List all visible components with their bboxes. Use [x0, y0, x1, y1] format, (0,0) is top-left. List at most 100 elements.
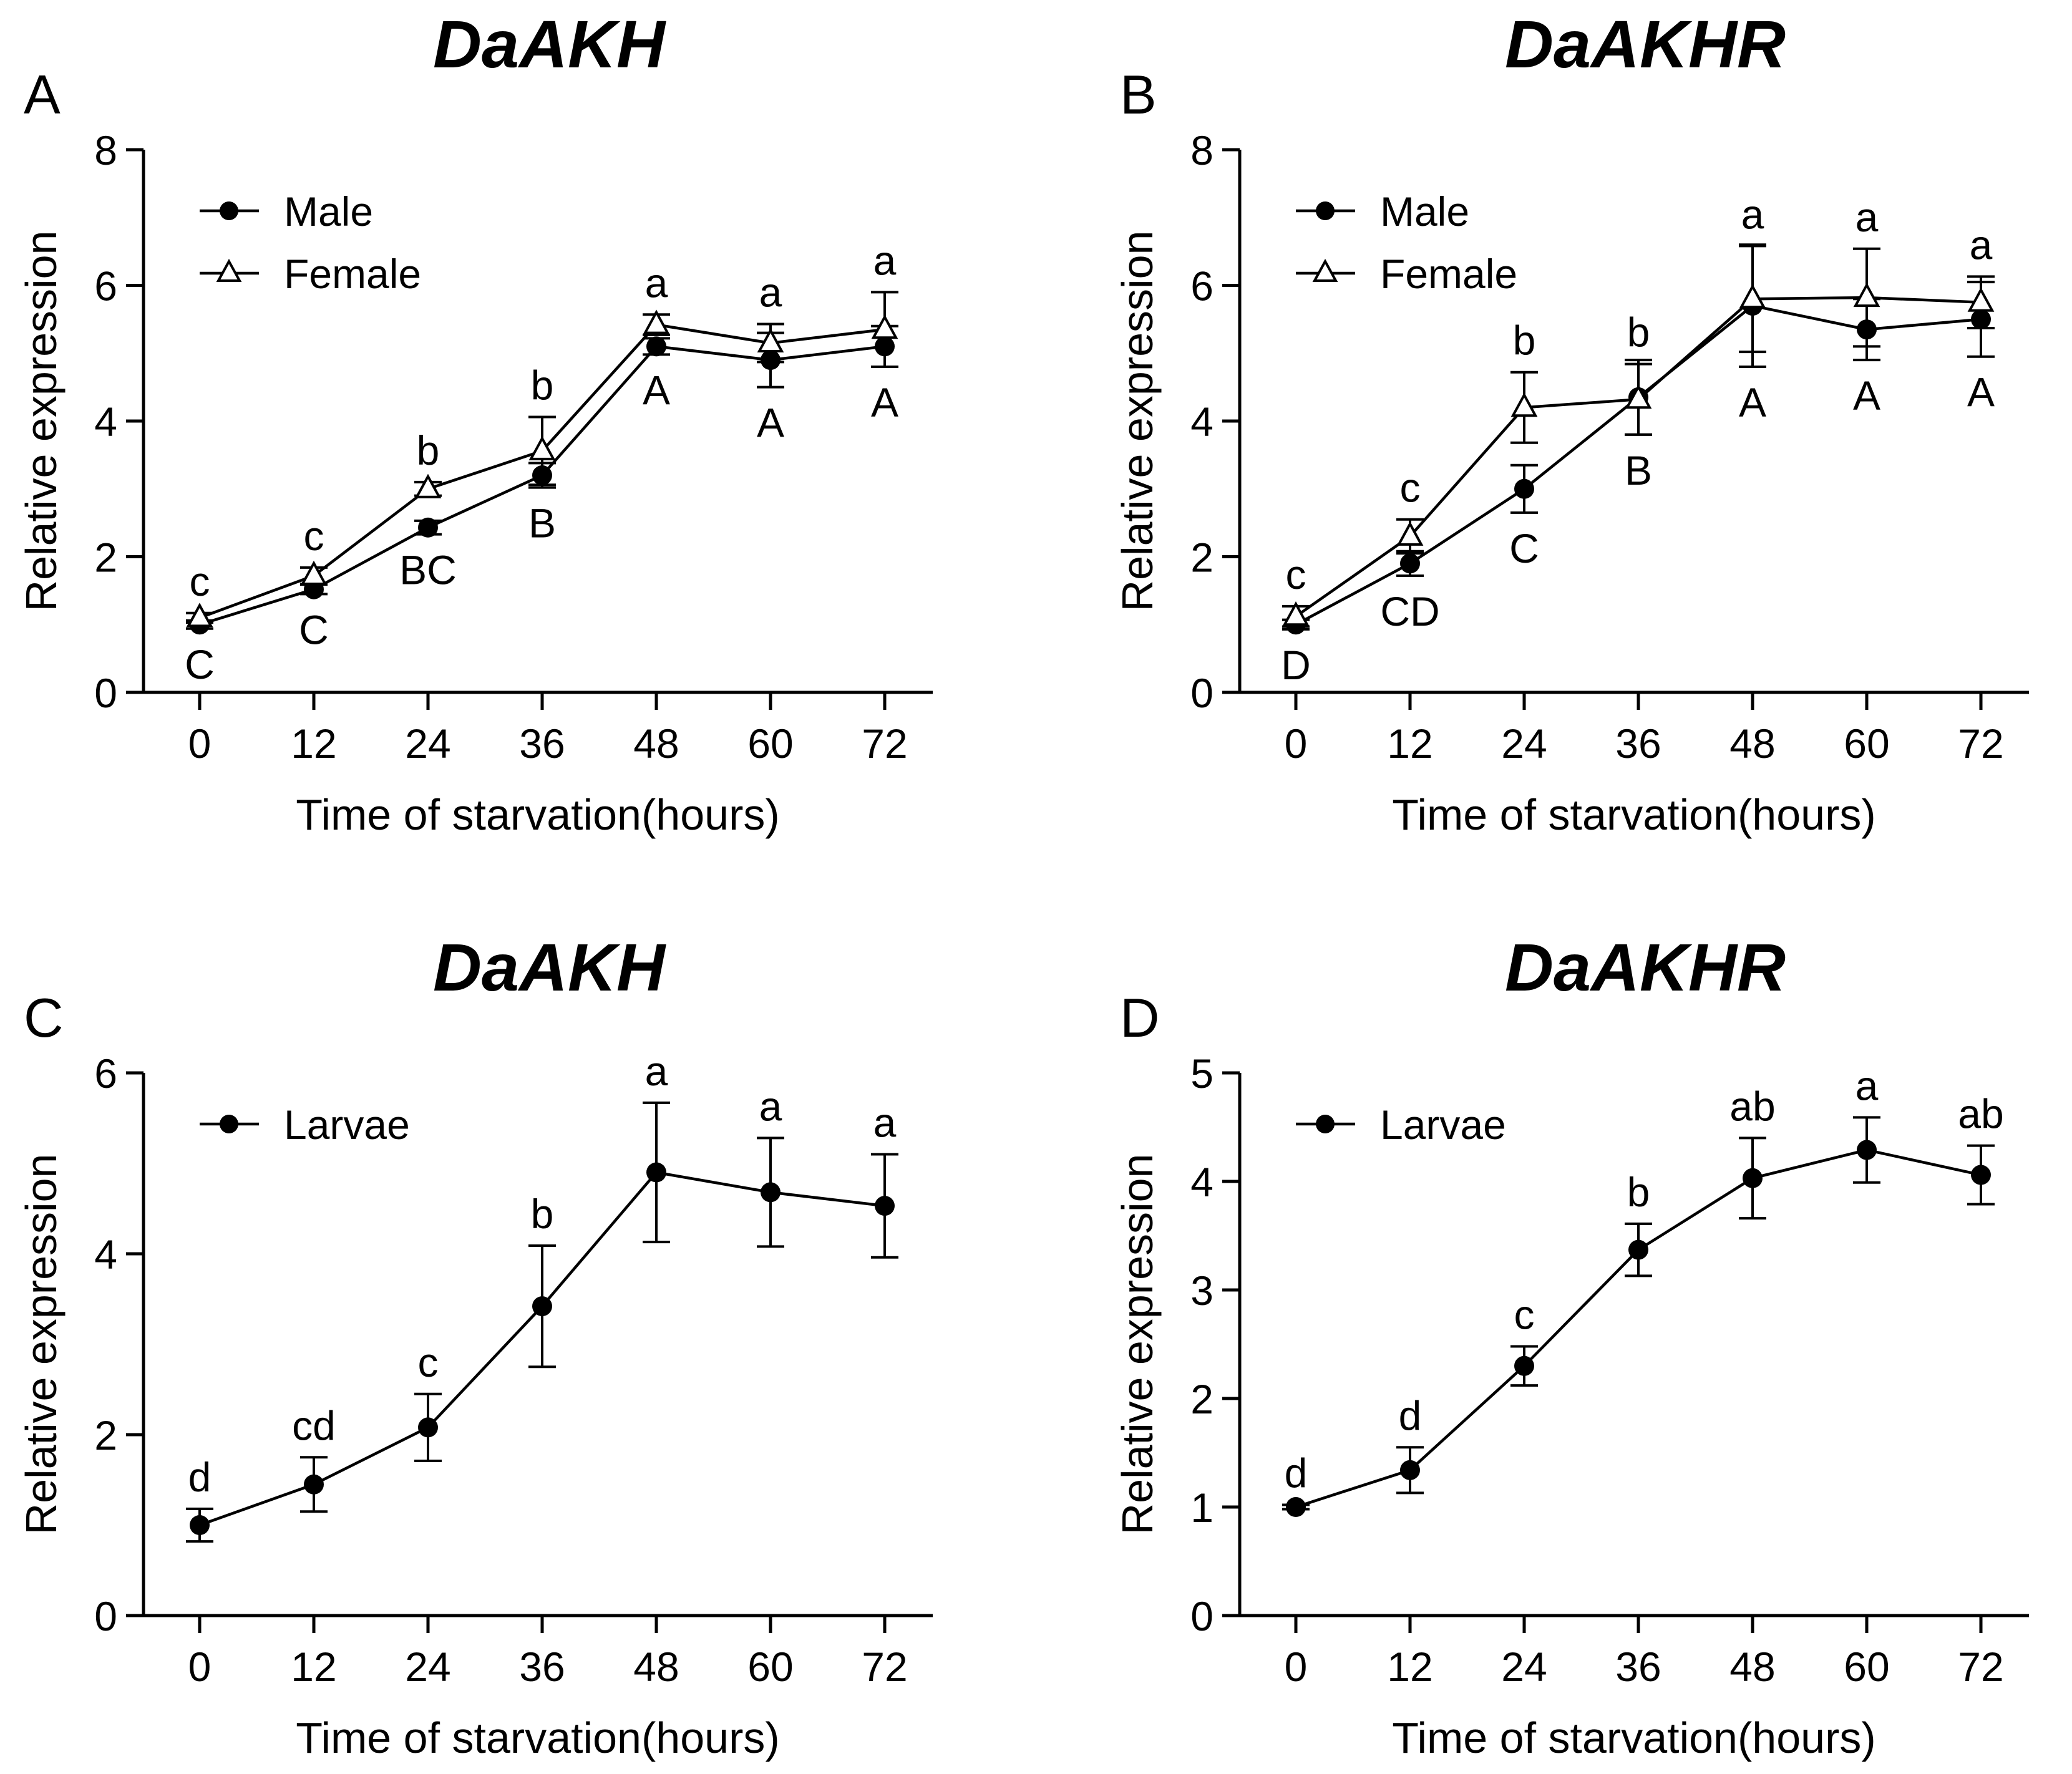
- y-tick-label: 2: [1190, 535, 1214, 581]
- x-axis-label: Time of starvation(hours): [296, 1713, 779, 1762]
- series-female: c c b b a a a Female: [1282, 191, 1995, 628]
- data-point: [414, 473, 442, 498]
- significance-letter: c: [190, 558, 210, 604]
- significance-letter: B: [528, 500, 556, 546]
- x-axis-label: Time of starvation(hours): [296, 790, 779, 839]
- x-tick-label: 36: [519, 1644, 565, 1690]
- y-tick-label: 8: [1190, 127, 1214, 173]
- data-point: [190, 1515, 210, 1535]
- significance-letter: ab: [1958, 1091, 2003, 1137]
- y-axis-label: Relative expression: [17, 231, 66, 612]
- significance-letter: b: [1627, 309, 1650, 356]
- x-tick-label: 48: [633, 1644, 679, 1690]
- y-tick-label: 2: [94, 535, 117, 581]
- significance-letter: ab: [1729, 1083, 1775, 1129]
- significance-letter: C: [299, 606, 329, 652]
- data-point: [1625, 384, 1652, 409]
- panel-letter: D: [1120, 987, 1160, 1049]
- x-tick-label: 36: [1615, 720, 1661, 767]
- x-tick-label: 24: [1501, 1644, 1547, 1690]
- data-point: [1282, 601, 1310, 626]
- significance-letter: A: [757, 400, 784, 446]
- x-tick-label: 12: [291, 720, 336, 767]
- significance-letter: a: [1741, 191, 1764, 237]
- y-axis-label: Relative expression: [17, 1154, 66, 1535]
- legend-label: Female: [284, 251, 421, 297]
- significance-letter: a: [759, 1083, 782, 1129]
- data-point: [1857, 1140, 1877, 1160]
- y-tick-label: 2: [1190, 1376, 1214, 1422]
- y-tick-label: 6: [94, 263, 117, 309]
- data-point: [646, 1162, 666, 1183]
- data-point: [1400, 553, 1420, 574]
- legend-label: Female: [1380, 251, 1517, 297]
- data-point: [1967, 287, 1995, 312]
- data-point: [643, 309, 670, 334]
- significance-letter: a: [1856, 194, 1879, 240]
- data-point: [304, 1474, 324, 1495]
- data-point: [1514, 1355, 1534, 1376]
- y-tick-label: 4: [94, 399, 117, 445]
- data-point: [757, 327, 784, 352]
- significance-letter: c: [1514, 1291, 1535, 1337]
- x-tick-label: 60: [1844, 720, 1889, 767]
- significance-letter: a: [645, 259, 668, 306]
- significance-letter: A: [1853, 372, 1880, 419]
- series-female: c c b b a a a Female: [186, 237, 898, 628]
- y-tick-label: 4: [1190, 399, 1214, 445]
- series-male: D CD C B A A A Male: [1281, 188, 1995, 688]
- significance-letter: c: [304, 513, 324, 559]
- x-tick-label: 0: [188, 1644, 212, 1690]
- y-tick-label: 4: [1190, 1159, 1214, 1205]
- panel-letter: B: [1120, 64, 1157, 125]
- significance-letter: a: [873, 237, 897, 283]
- y-tick-label: 4: [94, 1231, 117, 1277]
- legend-marker: [220, 1115, 238, 1133]
- data-point: [1286, 1497, 1306, 1517]
- significance-letter: D: [1281, 642, 1311, 688]
- significance-letter: C: [1509, 525, 1539, 571]
- data-point: [1396, 521, 1424, 546]
- data-point: [1743, 1168, 1763, 1188]
- y-axis-label: Relative expression: [1113, 231, 1162, 612]
- significance-letter: d: [188, 1454, 212, 1500]
- data-point: [871, 314, 898, 339]
- data-point: [528, 435, 556, 460]
- data-point: [875, 1196, 895, 1216]
- significance-letter: a: [645, 1048, 668, 1094]
- x-tick-label: 48: [633, 720, 679, 767]
- x-tick-label: 60: [747, 720, 793, 767]
- data-point: [418, 517, 438, 538]
- y-tick-label: 0: [94, 670, 117, 716]
- data-point: [1853, 282, 1880, 308]
- series-larvae: d cd c b a a a Larvae: [186, 1048, 898, 1543]
- significance-letter: a: [873, 1100, 897, 1146]
- significance-letter: A: [643, 367, 670, 413]
- x-tick-label: 36: [519, 720, 565, 767]
- data-point: [186, 603, 213, 628]
- x-tick-label: 12: [1387, 720, 1432, 767]
- significance-letter: C: [185, 641, 215, 687]
- significance-letter: d: [1285, 1450, 1308, 1496]
- legend-label: Male: [284, 188, 373, 235]
- data-point: [1628, 1239, 1648, 1260]
- significance-letter: b: [417, 427, 440, 473]
- significance-letter: a: [759, 269, 782, 315]
- chart-title: DaAKH: [433, 6, 666, 82]
- legend-label: Larvae: [284, 1102, 410, 1148]
- data-point: [418, 1417, 438, 1438]
- x-tick-label: 0: [1285, 1644, 1308, 1690]
- x-tick-label: 72: [862, 720, 907, 767]
- y-tick-label: 0: [1190, 1593, 1214, 1639]
- x-axis-label: Time of starvation(hours): [1392, 790, 1875, 839]
- significance-letter: b: [1627, 1169, 1650, 1215]
- legend-label: Larvae: [1380, 1102, 1506, 1148]
- data-point: [1971, 1165, 1991, 1185]
- y-tick-label: 0: [1190, 670, 1214, 716]
- x-axis-label: Time of starvation(hours): [1392, 1713, 1875, 1762]
- significance-letter: A: [1967, 369, 1995, 415]
- significance-letter: c: [1286, 551, 1306, 598]
